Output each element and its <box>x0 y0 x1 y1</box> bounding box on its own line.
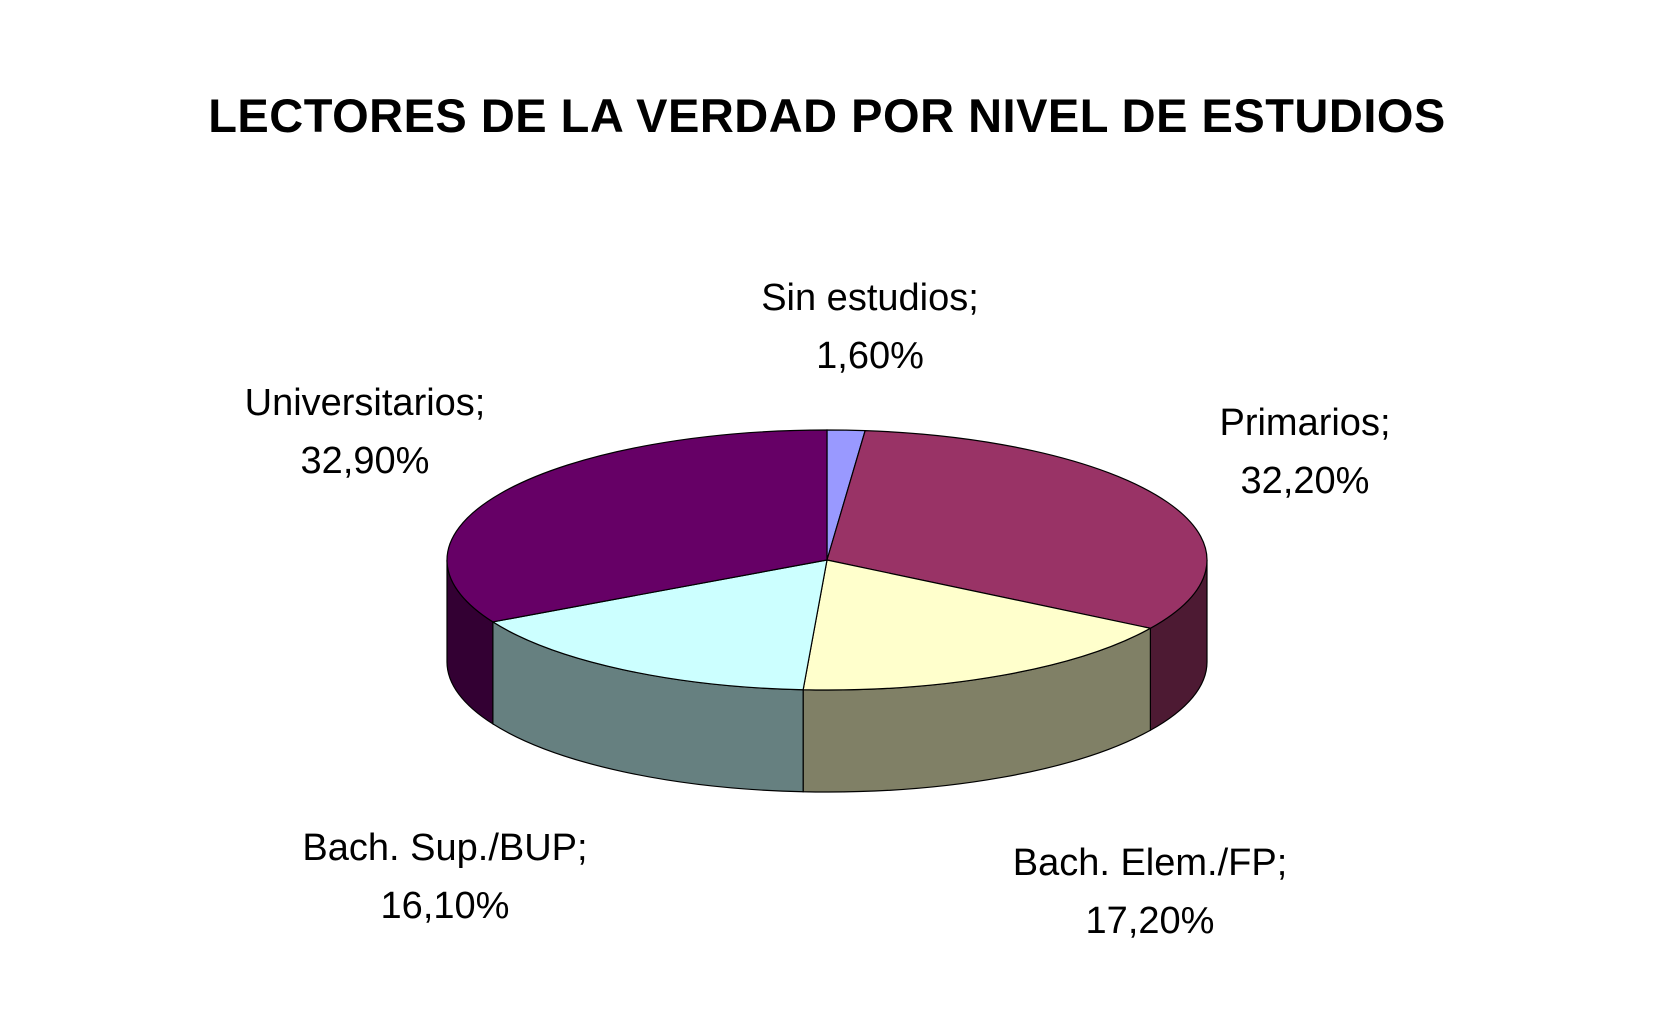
slice-label-value: 32,20% <box>1241 460 1370 502</box>
pie-labels: Sin estudios; 1,60% Primarios; 32,20% Bach. … <box>245 277 1391 942</box>
pie-slice-3 <box>802 559 1153 691</box>
pie-slice-2 <box>826 430 1208 629</box>
slice-label-value: 16,10% <box>381 885 510 927</box>
slice-label-2: Primarios; 32,20% <box>1219 402 1390 502</box>
slice-label-name: Primarios; <box>1219 402 1390 444</box>
pie-slice-4 <box>491 559 828 691</box>
pie-slice-5 <box>446 429 828 623</box>
slice-label-name: Universitarios; <box>245 382 486 424</box>
pie-side-walls <box>446 559 1208 793</box>
slice-label-name: Bach. Sup./BUP; <box>302 827 587 869</box>
pie-top-faces <box>446 429 1208 691</box>
slice-label-value: 32,90% <box>301 440 430 482</box>
slice-label-name: Bach. Elem./FP; <box>1013 842 1288 884</box>
slice-label-value: 1,60% <box>816 335 924 377</box>
slice-label-value: 17,20% <box>1086 900 1215 942</box>
slice-label-name: Sin estudios; <box>761 277 979 319</box>
slice-label-3: Bach. Elem./FP; 17,20% <box>1013 842 1288 942</box>
slice-label-1: Sin estudios; 1,60% <box>761 277 979 377</box>
slice-label-5: Universitarios; 32,90% <box>245 382 486 482</box>
chart-title: LECTORES DE LA VERDAD POR NIVEL DE ESTUD… <box>208 89 1446 142</box>
slice-label-4: Bach. Sup./BUP; 16,10% <box>302 827 587 927</box>
